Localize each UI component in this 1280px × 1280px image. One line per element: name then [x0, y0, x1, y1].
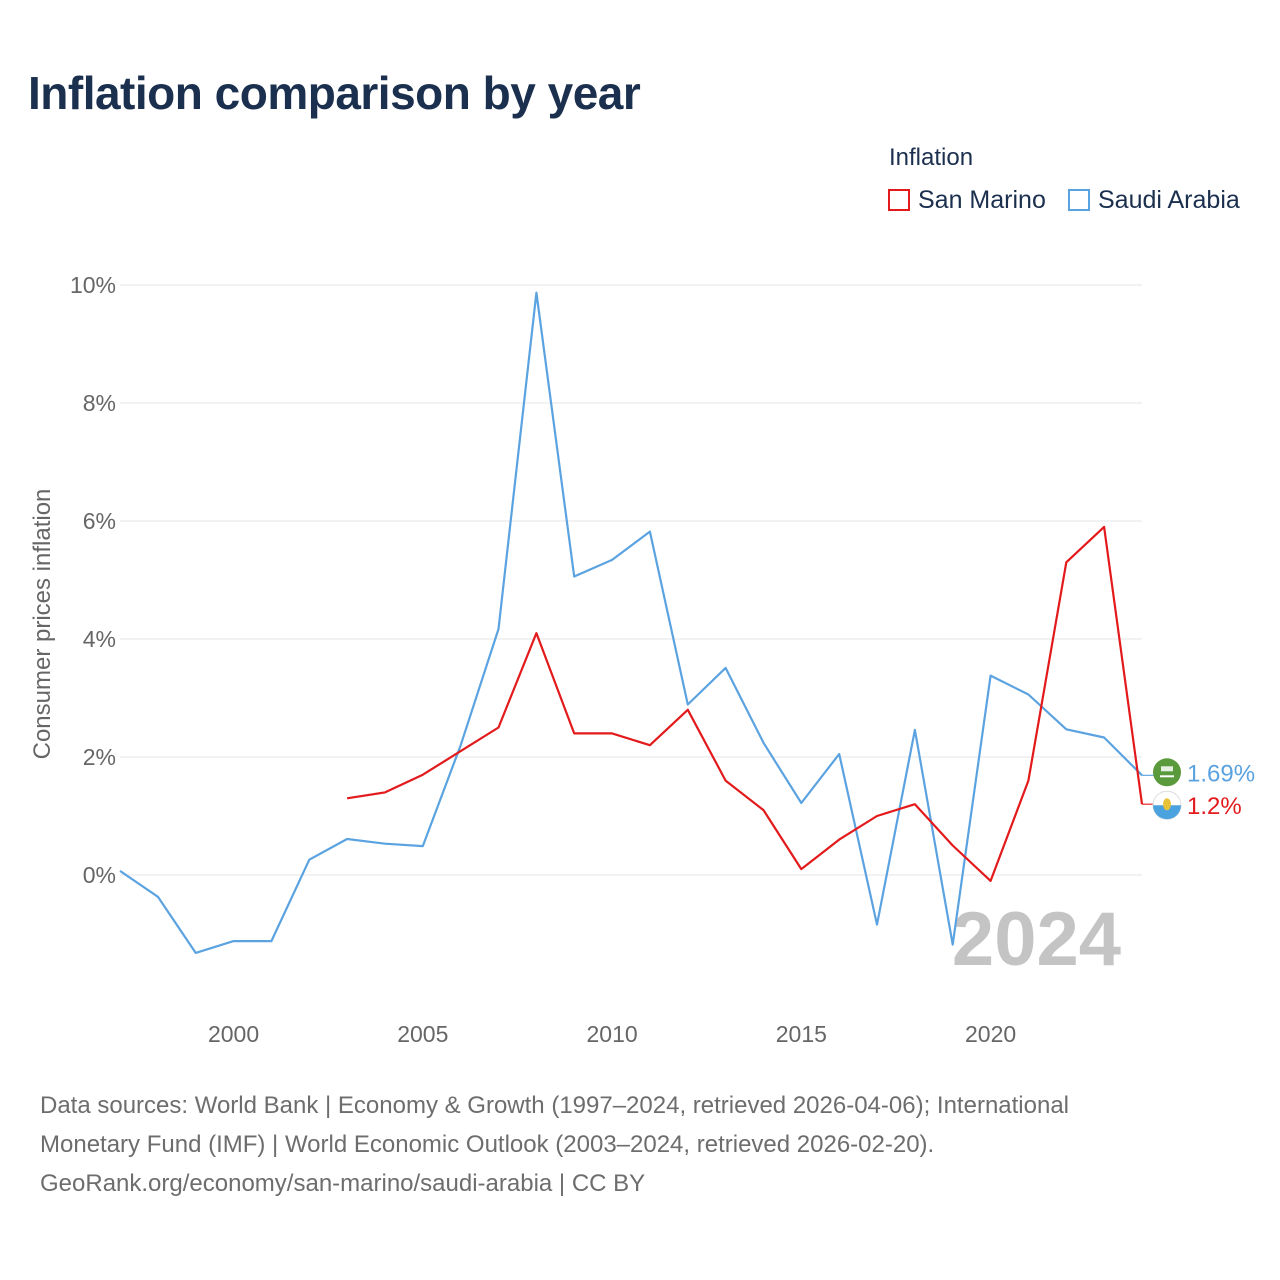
- flag-emblem-san-marino: [1163, 798, 1171, 811]
- x-tick-label: 2020: [965, 1021, 1016, 1047]
- line-chart: 0% 2% 4% 6% 8% 10% 2000 2005 2010 2015 2020 Consume…: [29, 272, 1255, 1047]
- y-tick-label: 0%: [83, 862, 116, 888]
- y-tick-label: 4%: [83, 626, 116, 652]
- flag-sword-saudi-arabia: [1160, 775, 1174, 778]
- end-connector-san-marino: [1142, 803, 1155, 806]
- flag-script-saudi-arabia: [1161, 766, 1173, 772]
- legend-title: Inflation: [889, 144, 974, 171]
- legend-item-san-marino[interactable]: San Marino: [888, 186, 1046, 214]
- series-line-san-marino: [346, 525, 1144, 883]
- flag-lower-half-san-marino: [1153, 805, 1181, 820]
- legend-label-saudi-arabia: Saudi Arabia: [1098, 185, 1240, 214]
- x-tick-label: 2005: [397, 1021, 448, 1047]
- series-line-saudi-arabia: [119, 291, 1143, 955]
- legend-swatch-saudi-arabia: [1068, 189, 1090, 211]
- legend-label-san-marino: San Marino: [918, 185, 1046, 214]
- legend-swatch-san-marino: [888, 189, 910, 211]
- sources-line-1: Data sources: World Bank | Economy & Gro…: [40, 1092, 1070, 1119]
- x-tick-label: 2000: [208, 1021, 259, 1047]
- data-sources: Data sources: World Bank | Economy & Gro…: [40, 1086, 1250, 1203]
- y-tick-label: 10%: [70, 272, 116, 298]
- y-tick-label: 8%: [83, 390, 116, 416]
- flag-marker-saudi-arabia: [1153, 758, 1181, 787]
- x-tick-label: 2015: [776, 1021, 827, 1047]
- sources-line-3: GeoRank.org/economy/san-marino/saudi-ara…: [40, 1170, 646, 1197]
- end-label-saudi-arabia: 1.69%: [1187, 760, 1255, 787]
- chart-title: Inflation comparison by year: [28, 67, 641, 119]
- end-label-san-marino: 1.2%: [1187, 793, 1242, 820]
- end-connector-saudi-arabia: [1142, 772, 1155, 776]
- y-tick-label: 2%: [83, 744, 116, 770]
- y-tick-label: 6%: [83, 508, 116, 534]
- y-axis-label: Consumer prices inflation: [29, 489, 56, 760]
- legend-item-saudi-arabia[interactable]: Saudi Arabia: [1068, 186, 1240, 214]
- year-watermark: 2024: [952, 897, 1121, 982]
- x-tick-label: 2010: [586, 1021, 637, 1047]
- sources-line-2: Monetary Fund (IMF) | World Economic Out…: [40, 1131, 935, 1158]
